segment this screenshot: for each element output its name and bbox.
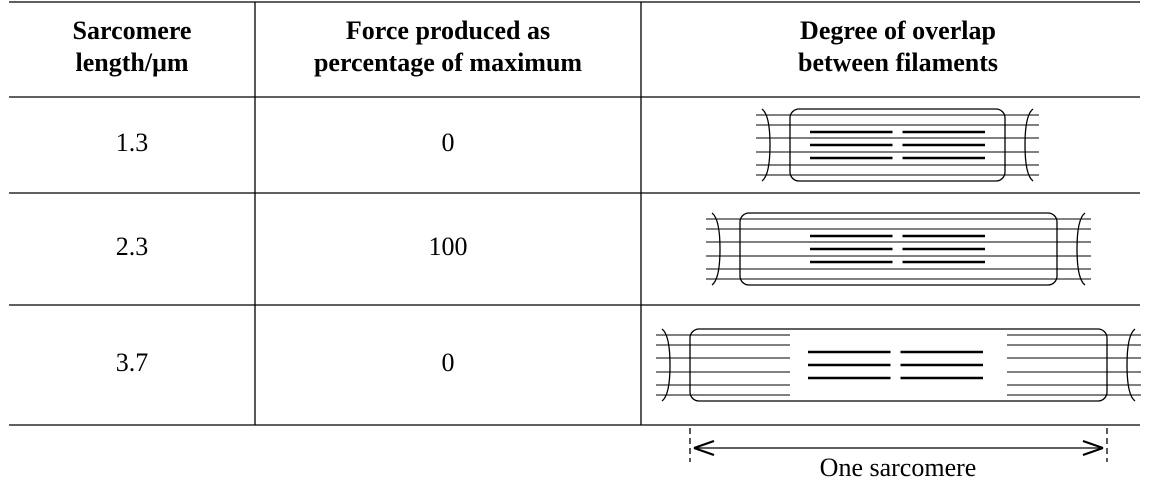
z-disc-outline — [789, 108, 1006, 182]
table-cell: 3.7 — [116, 348, 149, 377]
table-cell: 2.3 — [116, 232, 149, 261]
header-cell: Degree of overlap — [800, 16, 996, 45]
table-cell: 100 — [429, 232, 468, 261]
caption: One sarcomere — [820, 453, 977, 482]
header-cell: between filaments — [798, 48, 998, 77]
neighbour-z-disc — [711, 212, 721, 286]
header-cell: percentage of maximum — [314, 48, 582, 77]
z-disc-outline — [689, 328, 1108, 402]
header-cell: Sarcomere — [73, 16, 192, 45]
table-cell: 0 — [442, 348, 455, 377]
table-grid — [9, 1, 1140, 426]
neighbour-z-disc — [1126, 328, 1136, 402]
neighbour-z-disc — [661, 328, 671, 402]
table-cell: 1.3 — [116, 128, 149, 157]
header-cell: length/μm — [76, 48, 189, 77]
sarcomere-diagrams — [656, 108, 1141, 402]
header-cell: Force produced as — [346, 16, 550, 45]
neighbour-z-disc — [1076, 212, 1086, 286]
neighbour-z-disc — [1024, 108, 1034, 182]
z-disc-outline — [739, 212, 1058, 286]
sarcomere-arrow — [689, 428, 1108, 462]
table-cell: 0 — [442, 128, 455, 157]
neighbour-z-disc — [761, 108, 771, 182]
